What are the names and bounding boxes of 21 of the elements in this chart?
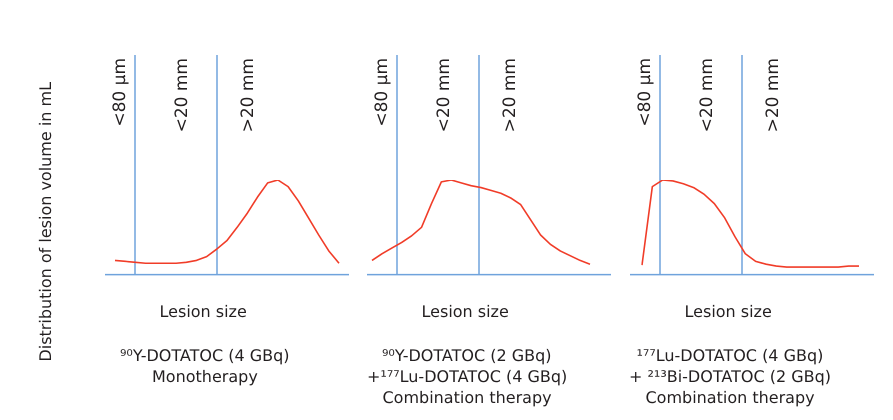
y-axis-title: Distribution of lesion volume in mL: [36, 82, 54, 362]
text: ¹⁷⁷Lu-DOTATOC (4 GBq): [636, 345, 824, 366]
text: +¹⁷⁷Lu-DOTATOC (4 GBq): [367, 366, 568, 387]
text: + ²¹³Bi-DOTATOC (2 GBq): [629, 366, 831, 387]
text: <20 mm: [697, 58, 717, 132]
text: <20 mm: [172, 58, 192, 132]
x-axis-title: Lesion size: [160, 301, 247, 322]
x-axis-title: Lesion size: [422, 301, 509, 322]
text: >20 mm: [500, 58, 520, 132]
text: Combination therapy: [646, 387, 815, 408]
text: ⁹⁰Y-DOTATOC (2 GBq): [382, 345, 552, 366]
text: <80 µm: [372, 58, 392, 127]
text: >20 mm: [238, 58, 258, 132]
text: <80 µm: [635, 58, 655, 127]
text: Monotherapy: [152, 366, 258, 387]
text: <80 µm: [110, 58, 130, 127]
text: >20 mm: [763, 58, 783, 132]
text: Combination therapy: [382, 387, 552, 408]
text: ⁹⁰Y-DOTATOC (4 GBq): [120, 345, 290, 366]
text: <20 mm: [434, 58, 454, 132]
x-axis-title: Lesion size: [684, 301, 772, 322]
